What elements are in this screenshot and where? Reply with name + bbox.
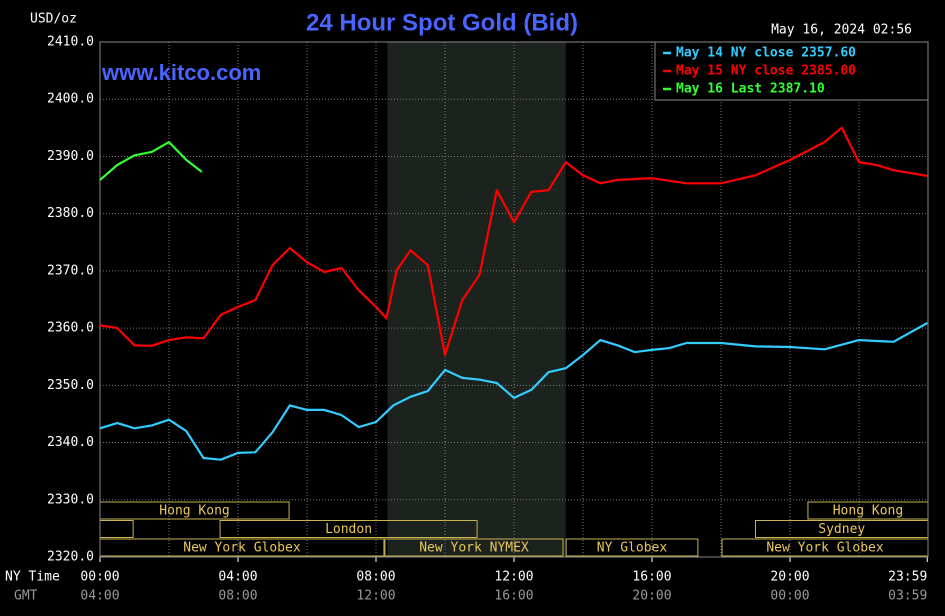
x-tick-label: 12:00 [494,570,533,585]
y-tick-label: 2340.0 [47,435,94,450]
x-tick-label: 23:59 [888,570,927,585]
legend-label: May 15 NY close 2385.00 [676,64,856,79]
x-axis-label: NY Time [5,570,60,585]
plot-border [99,41,929,558]
legend-box [654,41,929,101]
session-label: New York Globex [766,541,884,556]
x-secondary-label: 00:00 [770,589,809,604]
x-tick-label: 20:00 [770,570,809,585]
session-label: New York Globex [183,541,301,556]
y-tick-label: 2330.0 [47,492,94,507]
y-tick-label: 2370.0 [47,263,94,278]
y-tick-label: 2390.0 [47,149,94,164]
y-tick-label: 2410.0 [47,35,94,50]
legend-label: May 16 Last 2387.10 [676,82,825,97]
x-secondary-label: 12:00 [356,589,395,604]
session-label: Sydney [818,522,865,537]
series-line [99,141,203,181]
chart-title: 24 Hour Spot Gold (Bid) [306,9,578,36]
x-secondary-label: 16:00 [494,589,533,604]
session-label: Hong Kong [833,504,903,519]
session-label: London [325,522,372,537]
y-unit: USD/oz [30,12,77,27]
series-line [99,322,928,461]
x-secondary-label: 04:00 [80,589,119,604]
y-tick-label: 2350.0 [47,378,94,393]
series-line [99,126,928,357]
session-label: NY Globex [597,541,668,556]
timestamp: May 16, 2024 02:56 [771,23,912,38]
session-label: New York NYMEX [419,541,529,556]
session-box [384,538,564,557]
session-label: Hong Kong [159,504,229,519]
x-axis-label: GMT [14,589,38,604]
x-secondary-label: 20:00 [632,589,671,604]
x-secondary-label: 08:00 [218,589,257,604]
watermark: www.kitco.com [101,60,261,85]
y-tick-label: 2360.0 [47,321,94,336]
shaded-region [387,42,566,557]
session-box [565,538,699,557]
x-secondary-label: 03:59 [888,589,927,604]
y-tick-label: 2320.0 [47,550,94,565]
x-tick-label: 16:00 [632,570,671,585]
session-box [219,520,478,538]
legend-label: May 14 NY close 2357.60 [676,46,856,61]
x-tick-label: 00:00 [80,570,119,585]
x-tick-label: 04:00 [218,570,257,585]
y-tick-label: 2380.0 [47,206,94,221]
x-tick-label: 08:00 [356,570,395,585]
y-tick-label: 2400.0 [47,92,94,107]
